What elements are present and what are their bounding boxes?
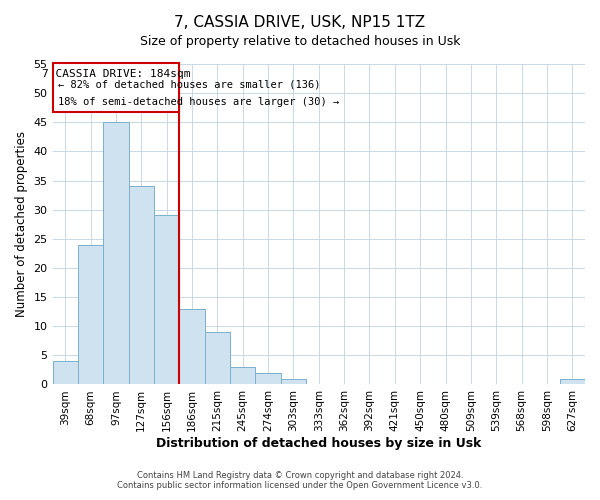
Bar xyxy=(53,361,78,384)
Text: Contains HM Land Registry data © Crown copyright and database right 2024.
Contai: Contains HM Land Registry data © Crown c… xyxy=(118,470,482,490)
Bar xyxy=(230,367,256,384)
Bar xyxy=(560,378,585,384)
Bar xyxy=(154,216,179,384)
Bar xyxy=(281,378,306,384)
Text: 18% of semi-detached houses are larger (30) →: 18% of semi-detached houses are larger (… xyxy=(58,97,340,107)
Text: 7, CASSIA DRIVE, USK, NP15 1TZ: 7, CASSIA DRIVE, USK, NP15 1TZ xyxy=(175,15,425,30)
Bar xyxy=(128,186,154,384)
X-axis label: Distribution of detached houses by size in Usk: Distribution of detached houses by size … xyxy=(156,437,481,450)
Bar xyxy=(103,122,128,384)
Text: Size of property relative to detached houses in Usk: Size of property relative to detached ho… xyxy=(140,35,460,48)
Text: 7 CASSIA DRIVE: 184sqm: 7 CASSIA DRIVE: 184sqm xyxy=(41,68,190,78)
Bar xyxy=(179,308,205,384)
Y-axis label: Number of detached properties: Number of detached properties xyxy=(15,131,28,317)
Bar xyxy=(256,373,281,384)
Text: ← 82% of detached houses are smaller (136): ← 82% of detached houses are smaller (13… xyxy=(58,80,320,90)
Bar xyxy=(78,244,103,384)
Bar xyxy=(205,332,230,384)
FancyBboxPatch shape xyxy=(53,63,179,112)
